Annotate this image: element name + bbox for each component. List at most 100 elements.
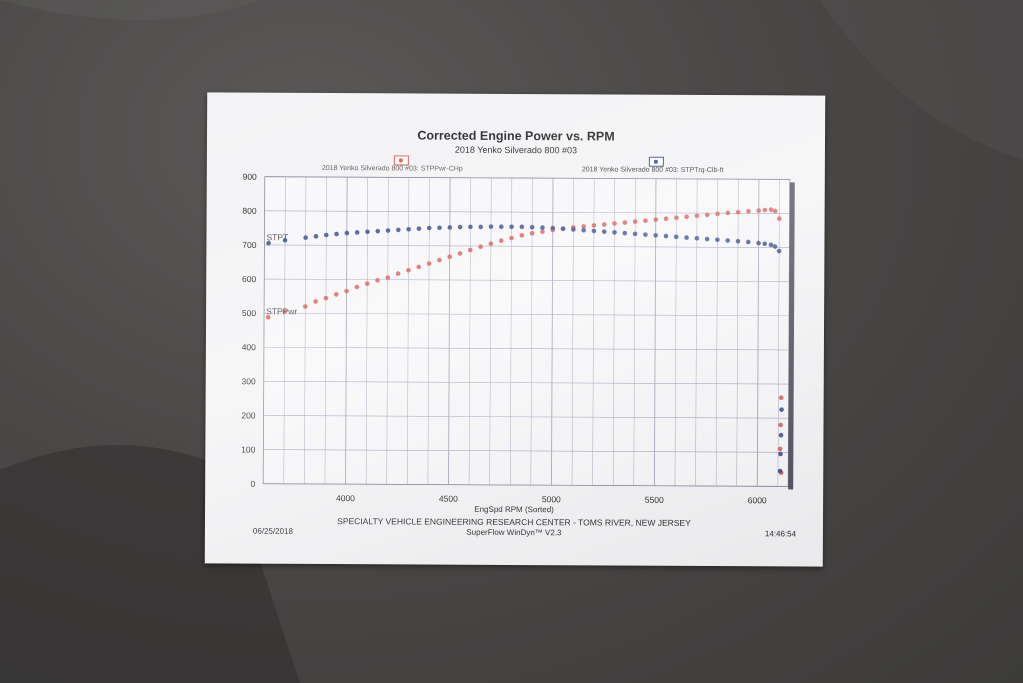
x-grid-line — [715, 179, 718, 487]
torque-point — [509, 224, 514, 230]
torque-point — [323, 232, 329, 238]
series-label-power: STPPwr — [266, 306, 297, 316]
torque-point — [715, 237, 720, 243]
torque-point — [406, 226, 411, 232]
power-point — [302, 304, 308, 309]
torque-point — [396, 227, 401, 233]
x-grid-line — [695, 178, 698, 486]
y-tick-label: 500 — [242, 308, 257, 318]
torque-point — [778, 451, 783, 457]
torque-point — [772, 244, 778, 249]
torque-point — [375, 228, 381, 234]
power-point — [694, 213, 700, 219]
y-tick-label: 300 — [242, 376, 257, 386]
y-tick-label: 200 — [241, 410, 256, 420]
torque-point — [762, 241, 768, 247]
y-grid-line — [263, 415, 789, 419]
torque-point — [426, 225, 432, 231]
x-grid-line — [509, 177, 513, 485]
power-point — [529, 231, 535, 236]
torque-point — [266, 240, 271, 246]
torque-point — [499, 224, 504, 230]
power-point — [406, 267, 411, 273]
y-grid-line — [264, 244, 790, 248]
x-grid-line — [345, 177, 348, 485]
x-grid-line — [489, 177, 492, 485]
torque-point — [779, 407, 784, 412]
torque-point — [354, 230, 360, 235]
y-grid-line — [264, 210, 790, 214]
power-point — [354, 284, 360, 290]
torque-point — [385, 228, 391, 233]
footer-time: 14:46:54 — [764, 529, 797, 539]
x-grid-line — [324, 177, 327, 485]
x-grid-line — [736, 179, 739, 487]
power-point — [364, 281, 370, 286]
power-point — [632, 219, 638, 224]
series-label-torque: STPT — [266, 232, 288, 242]
power-point — [612, 221, 617, 226]
torque-point — [416, 226, 422, 231]
power-point — [265, 314, 271, 320]
y-grid-line — [263, 449, 789, 453]
torque-point — [684, 235, 689, 240]
power-point — [344, 288, 349, 294]
torque-point — [437, 225, 442, 231]
y-grid-line — [264, 278, 790, 283]
y-tick-label: 0 — [250, 479, 255, 489]
y-grid-line — [264, 312, 790, 317]
power-point — [488, 241, 494, 247]
power-point — [768, 207, 774, 212]
torque-point — [663, 233, 669, 239]
torque-point — [643, 232, 648, 237]
torque-point — [560, 226, 566, 232]
y-tick-label: 800 — [242, 206, 257, 216]
y-grid-line — [263, 381, 789, 385]
power-point — [581, 224, 586, 229]
x-grid-line — [612, 178, 616, 486]
y-tick-label: 700 — [242, 240, 257, 250]
x-grid-line — [365, 177, 368, 485]
plot-frame-shadow — [788, 182, 795, 490]
torque-point — [365, 229, 370, 235]
torque-point — [550, 225, 556, 231]
torque-point — [344, 230, 350, 236]
power-point — [772, 208, 778, 214]
torque-point — [745, 239, 751, 245]
power-point — [778, 422, 783, 428]
torque-point — [768, 242, 774, 248]
power-point — [776, 216, 782, 221]
plot-area — [263, 176, 790, 487]
torque-point — [571, 227, 576, 232]
power-point — [777, 446, 783, 452]
power-point — [540, 229, 545, 234]
power-point — [591, 223, 597, 228]
x-grid-line — [777, 179, 780, 487]
torque-point — [282, 237, 288, 243]
x-tick-label: 4000 — [336, 493, 355, 503]
power-point — [704, 212, 710, 218]
power-point — [746, 208, 751, 214]
power-point — [643, 218, 648, 223]
torque-point — [313, 234, 319, 239]
dyno-printout: Corrected Engine Power vs. RPM 2018 Yenk… — [204, 92, 826, 567]
torque-point — [334, 231, 339, 237]
power-point — [426, 261, 432, 266]
x-grid-line — [304, 176, 307, 484]
power-point — [478, 244, 483, 250]
torque-point — [777, 468, 783, 474]
torque-point — [478, 224, 484, 230]
torque-point — [581, 227, 586, 233]
power-point — [509, 235, 514, 241]
torque-point — [540, 225, 545, 230]
torque-point — [519, 224, 525, 230]
x-grid-line — [653, 178, 657, 486]
power-point — [663, 216, 669, 221]
torque-point — [612, 230, 617, 235]
power-point — [778, 395, 784, 401]
x-grid-line — [633, 178, 636, 486]
power-point — [313, 299, 318, 304]
power-point — [385, 275, 391, 280]
power-point — [715, 211, 720, 217]
power-point — [375, 277, 380, 283]
